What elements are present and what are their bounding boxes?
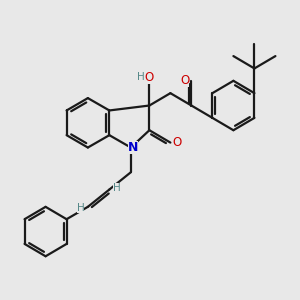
- Text: O: O: [172, 136, 182, 149]
- Text: H: H: [136, 72, 144, 82]
- Text: H: H: [76, 203, 84, 213]
- Text: N: N: [128, 141, 138, 154]
- Text: H: H: [113, 183, 121, 193]
- Text: O: O: [145, 71, 154, 84]
- Text: O: O: [180, 74, 189, 87]
